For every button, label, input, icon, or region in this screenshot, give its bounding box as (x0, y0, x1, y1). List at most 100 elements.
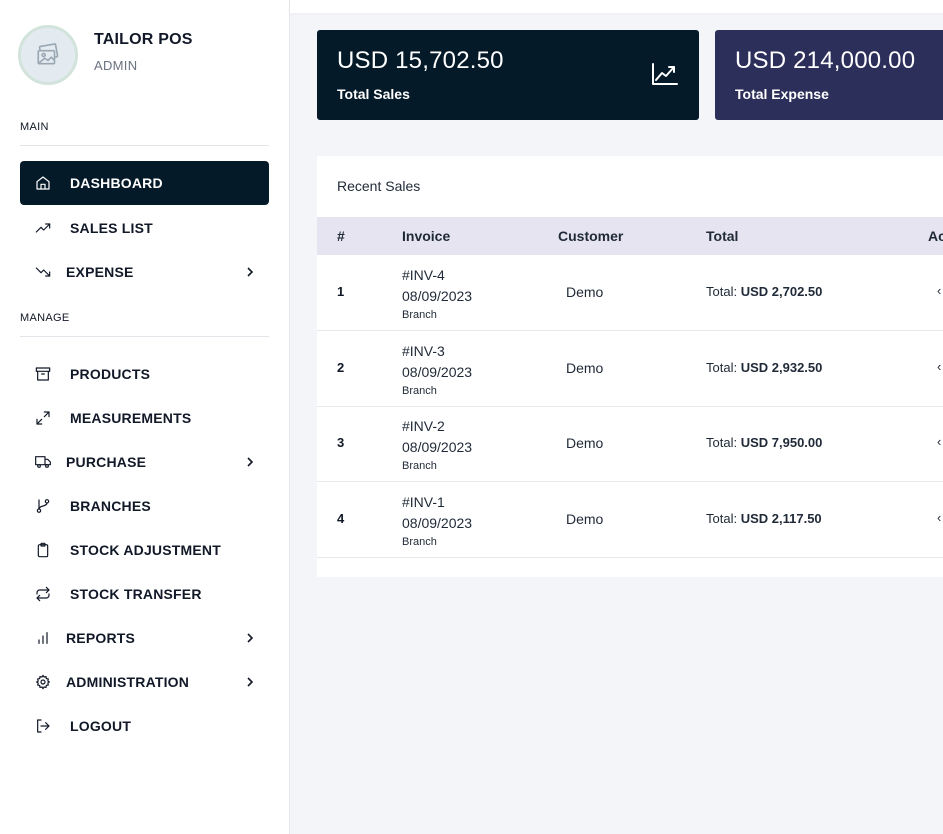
column-header: Customer (558, 228, 624, 244)
invoice-cell: #INV-3 08/09/2023 Branch (402, 341, 472, 398)
invoice-number: #INV-3 (402, 343, 445, 359)
card-label: Total Expense (735, 86, 829, 102)
total-amount: USD 2,117.50 (740, 511, 822, 526)
repeat-icon (35, 586, 51, 602)
invoice-date: 08/09/2023 (402, 515, 473, 531)
chevron-right-icon (245, 455, 255, 469)
sidebar-item-measurements[interactable]: MEASUREMENTS (20, 396, 269, 440)
row-number: 2 (337, 360, 345, 375)
invoice-branch: Branch (402, 309, 437, 321)
brand-title: TAILOR POS (94, 31, 193, 48)
chevron-right-icon (245, 265, 255, 279)
sidebar-item-label: SALES LIST (70, 220, 153, 236)
total-cell: Total: USD 2,702.50 (706, 284, 822, 299)
card-amount: USD 214,000.00 (735, 47, 916, 74)
customer-name: Demo (566, 284, 604, 300)
total-prefix: Total: (706, 511, 738, 526)
invoice-cell: #INV-4 08/09/2023 Branch (402, 265, 472, 322)
invoice-branch: Branch (402, 536, 437, 548)
total-cell: Total: USD 2,117.50 (706, 511, 822, 526)
table-row: 1 #INV-4 08/09/2023 Branch Demo Total: U… (317, 255, 943, 331)
total-amount: USD 2,932.50 (740, 360, 823, 375)
total-expense-card: USD 214,000.00 Total Expense (715, 30, 943, 120)
sidebar-item-reports[interactable]: REPORTS (20, 616, 269, 660)
total-prefix: Total: (706, 435, 738, 450)
invoice-date: 08/09/2023 (402, 288, 473, 304)
customer-name: Demo (566, 360, 604, 376)
home-icon (35, 175, 51, 191)
sidebar-item-label: STOCK TRANSFER (70, 586, 202, 602)
invoice-cell: #INV-1 08/09/2023 Branch (402, 492, 472, 549)
sidebar: TAILOR POS ADMIN MAIN DASHBOARD SALES LI… (0, 0, 290, 834)
sidebar-item-stock-adjustment[interactable]: STOCK ADJUSTMENT (20, 528, 269, 572)
sidebar-item-administration[interactable]: ADMINISTRATION (20, 660, 269, 704)
git-branch-icon (35, 498, 51, 514)
customer-name: Demo (566, 435, 604, 451)
clipboard-icon (35, 542, 51, 558)
divider (20, 336, 269, 337)
card-amount: USD 15,702.50 (337, 47, 504, 74)
invoice-number: #INV-2 (402, 418, 445, 434)
gear-icon (35, 674, 51, 690)
sidebar-item-label: PRODUCTS (70, 366, 151, 382)
invoice-branch: Branch (402, 385, 437, 397)
avatar[interactable] (18, 25, 78, 85)
row-number: 3 (337, 435, 345, 450)
expand-arrows-icon (35, 410, 51, 426)
section-label-manage: MANAGE (20, 312, 70, 324)
table-row: 2 #INV-3 08/09/2023 Branch Demo Total: U… (317, 331, 943, 407)
sidebar-item-sales-list[interactable]: SALES LIST (20, 206, 269, 250)
total-sales-card: USD 15,702.50 Total Sales (317, 30, 699, 120)
sidebar-item-label: EXPENSE (66, 264, 134, 280)
sidebar-item-products[interactable]: PRODUCTS (20, 352, 269, 396)
row-number: 4 (337, 511, 345, 526)
sidebar-item-branches[interactable]: BRANCHES (20, 484, 269, 528)
panel-title: Recent Sales (337, 178, 421, 194)
card-label: Total Sales (337, 86, 410, 102)
action-chevron-icon[interactable]: ‹ (937, 359, 942, 374)
total-amount: USD 2,702.50 (740, 284, 823, 299)
table-row: 3 #INV-2 08/09/2023 Branch Demo Total: U… (317, 406, 943, 482)
divider (20, 145, 269, 146)
invoice-date: 08/09/2023 (402, 364, 473, 380)
chevron-right-icon (245, 675, 255, 689)
sidebar-item-label: ADMINISTRATION (66, 674, 190, 690)
recent-sales-panel: Recent Sales # Invoice Customer Total Ac… (317, 156, 943, 577)
invoice-number: #INV-1 (402, 494, 445, 510)
top-bar (290, 0, 943, 13)
brand-subtitle: ADMIN (94, 58, 138, 73)
total-cell: Total: USD 2,932.50 (706, 360, 822, 375)
sidebar-item-purchase[interactable]: PURCHASE (20, 440, 269, 484)
brand: TAILOR POS ADMIN (18, 25, 193, 85)
truck-icon (35, 454, 51, 470)
image-icon (37, 43, 59, 65)
trending-up-icon (35, 220, 51, 236)
sidebar-item-dashboard[interactable]: DASHBOARD (20, 161, 269, 205)
sidebar-item-logout[interactable]: LOGOUT (20, 704, 269, 748)
archive-box-icon (35, 366, 51, 382)
action-chevron-icon[interactable]: ‹ (937, 510, 942, 525)
table-header: # Invoice Customer Total Ac (317, 217, 943, 255)
customer-name: Demo (566, 511, 604, 527)
sidebar-item-stock-transfer[interactable]: STOCK TRANSFER (20, 572, 269, 616)
trend-chart-icon (651, 62, 679, 86)
total-cell: Total: USD 7,950.00 (706, 435, 822, 450)
chevron-right-icon (245, 631, 255, 645)
invoice-number: #INV-4 (402, 267, 445, 283)
sidebar-item-label: LOGOUT (70, 718, 132, 734)
action-chevron-icon[interactable]: ‹ (937, 434, 942, 449)
action-chevron-icon[interactable]: ‹ (937, 283, 942, 298)
invoice-date: 08/09/2023 (402, 439, 473, 455)
sidebar-item-expense[interactable]: EXPENSE (20, 250, 269, 294)
sidebar-item-label: PURCHASE (66, 454, 147, 470)
section-label-main: MAIN (20, 121, 49, 133)
sidebar-item-label: REPORTS (66, 630, 136, 646)
sidebar-item-label: STOCK ADJUSTMENT (70, 542, 221, 558)
total-prefix: Total: (706, 284, 738, 299)
column-header: Total (706, 228, 739, 244)
total-prefix: Total: (706, 360, 738, 375)
total-amount: USD 7,950.00 (740, 435, 823, 450)
sidebar-item-label: DASHBOARD (70, 175, 163, 191)
sidebar-item-label: BRANCHES (70, 498, 151, 514)
invoice-branch: Branch (402, 460, 437, 472)
